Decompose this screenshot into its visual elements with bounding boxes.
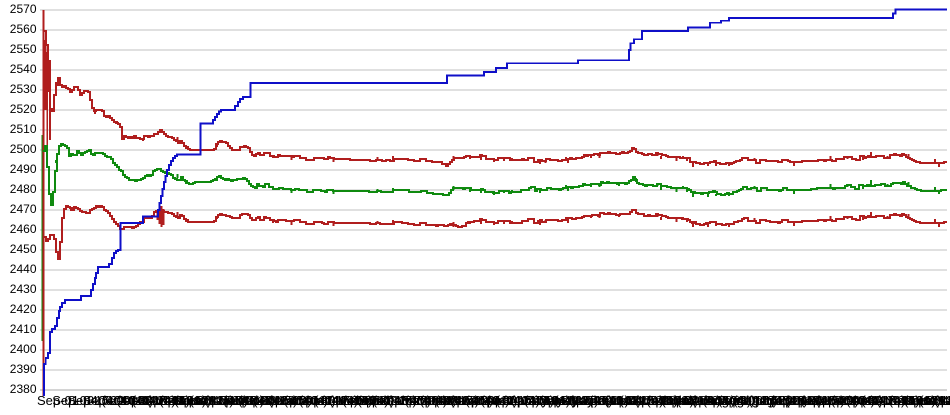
svg-text:2500: 2500 <box>10 142 37 156</box>
svg-text:Mar-15-04 (11:15pm): Mar-15-04 (11:15pm) <box>432 393 554 408</box>
svg-text:Nov-01-04 (9:00pm): Nov-01-04 (9:00pm) <box>159 393 275 408</box>
svg-text:2470: 2470 <box>10 202 37 216</box>
svg-text:Sep-01-04 (9:00pm): Sep-01-04 (9:00pm) <box>767 393 883 408</box>
svg-text:Jun-22-04 (12:45pm): Jun-22-04 (12:45pm) <box>630 393 751 408</box>
svg-text:2460: 2460 <box>10 222 37 236</box>
svg-text:Jan-08-04 (10:30pm): Jan-08-04 (10:30pm) <box>295 393 416 408</box>
svg-text:Nov-01-04 (9:00pm): Nov-01-04 (9:00pm) <box>888 393 950 408</box>
svg-text:Nov-22-04 (12:45pm): Nov-22-04 (12:45pm) <box>934 393 950 408</box>
svg-text:2410: 2410 <box>10 322 37 336</box>
svg-text:Jan-15-04 (11:15pm): Jan-15-04 (11:15pm) <box>311 393 431 408</box>
svg-text:2440: 2440 <box>10 262 37 276</box>
svg-text:Sep-22-04 (12:45pm): Sep-22-04 (12:45pm) <box>83 393 207 408</box>
svg-text:Jun-15-04 (11:15pm): Jun-15-04 (11:15pm) <box>615 393 735 408</box>
svg-text:2430: 2430 <box>10 282 37 296</box>
svg-text:Oct-08-04 (10:30pm): Oct-08-04 (10:30pm) <box>113 393 234 408</box>
svg-text:Mar-08-04 (10:30pm): Mar-08-04 (10:30pm) <box>417 393 540 408</box>
svg-text:2400: 2400 <box>10 342 37 356</box>
svg-text:Oct-22-04 (12:45pm): Oct-22-04 (12:45pm) <box>143 393 264 408</box>
svg-text:Jun-01-04 (9:00pm): Jun-01-04 (9:00pm) <box>584 393 698 408</box>
svg-text:2480: 2480 <box>10 182 37 196</box>
svg-text:Jan-22-04 (12:45pm): Jan-22-04 (12:45pm) <box>326 393 447 408</box>
svg-text:2490: 2490 <box>10 162 37 176</box>
svg-text:2530: 2530 <box>10 82 37 96</box>
svg-text:Feb-22-04 (12:45pm): Feb-22-04 (12:45pm) <box>387 393 510 408</box>
svg-text:2570: 2570 <box>10 2 37 16</box>
svg-text:Dec-22-04 (12:45pm): Dec-22-04 (12:45pm) <box>265 393 389 408</box>
svg-text:Jun-08-04 (10:30pm): Jun-08-04 (10:30pm) <box>599 393 720 408</box>
svg-text:Apr-01-04 (9:00pm): Apr-01-04 (9:00pm) <box>463 393 576 408</box>
svg-text:Jul-01-04 (9:00pm): Jul-01-04 (9:00pm) <box>645 393 755 408</box>
svg-text:Nov-15-04 (11:15pm): Nov-15-04 (11:15pm) <box>189 393 312 408</box>
svg-text:Apr-08-04 (10:30pm): Apr-08-04 (10:30pm) <box>478 393 599 408</box>
svg-text:Sep-22-04 (12:45pm): Sep-22-04 (12:45pm) <box>812 393 936 408</box>
svg-text:Dec-01-04 (9:00pm): Dec-01-04 (9:00pm) <box>219 393 335 408</box>
svg-text:May-08-04 (10:30pm): May-08-04 (10:30pm) <box>539 393 664 408</box>
svg-text:2420: 2420 <box>10 302 37 316</box>
svg-text:Oct-15-04 (11:15pm): Oct-15-04 (11:15pm) <box>858 393 950 408</box>
svg-text:Feb-15-04 (11:15pm): Feb-15-04 (11:15pm) <box>371 393 493 408</box>
svg-text:Jan-01-04 (9:00pm): Jan-01-04 (9:00pm) <box>280 393 394 408</box>
svg-text:2510: 2510 <box>10 122 37 136</box>
svg-text:Sep-15-04 (11:15pm): Sep-15-04 (11:15pm) <box>797 393 920 408</box>
svg-text:May-15-04 (11:15pm): May-15-04 (11:15pm) <box>554 393 678 408</box>
svg-text:Jul-22-04 (12:45pm): Jul-22-04 (12:45pm) <box>691 393 808 408</box>
svg-text:Oct-22-04 (12:45pm): Oct-22-04 (12:45pm) <box>873 393 950 408</box>
svg-text:Oct-15-04 (11:15pm): Oct-15-04 (11:15pm) <box>128 393 248 408</box>
svg-text:Nov-08-04 (10:30pm): Nov-08-04 (10:30pm) <box>174 393 298 408</box>
svg-text:Oct-01-04 (9:00pm): Oct-01-04 (9:00pm) <box>827 393 940 408</box>
svg-text:2380: 2380 <box>10 382 37 396</box>
svg-text:Mar-22-04 (12:45pm): Mar-22-04 (12:45pm) <box>447 393 570 408</box>
svg-text:Apr-22-04 (12:45pm): Apr-22-04 (12:45pm) <box>508 393 629 408</box>
svg-text:2550: 2550 <box>10 42 37 56</box>
svg-text:2450: 2450 <box>10 242 37 256</box>
svg-text:Feb-01-04 (9:00pm): Feb-01-04 (9:00pm) <box>341 393 457 408</box>
svg-text:2540: 2540 <box>10 62 37 76</box>
svg-text:Nov-22-04 (12:45pm): Nov-22-04 (12:45pm) <box>204 393 328 408</box>
svg-text:Sep-15-04 (11:15pm): Sep-15-04 (11:15pm) <box>67 393 190 408</box>
svg-text:Mar-01-04 (9:00pm): Mar-01-04 (9:00pm) <box>402 393 518 408</box>
svg-text:May-22-04 (12:45pm): May-22-04 (12:45pm) <box>569 393 694 408</box>
svg-text:Jul-15-04 (11:15pm): Jul-15-04 (11:15pm) <box>675 393 791 408</box>
svg-text:Aug-08-04 (10:30pm): Aug-08-04 (10:30pm) <box>721 393 845 408</box>
svg-text:Nov-08-04 (10:30pm): Nov-08-04 (10:30pm) <box>903 393 950 408</box>
svg-text:Feb-08-04 (10:30pm): Feb-08-04 (10:30pm) <box>356 393 479 408</box>
svg-text:Oct-01-04 (9:00pm): Oct-01-04 (9:00pm) <box>98 393 211 408</box>
svg-text:Sep-08-04 (10:30pm): Sep-08-04 (10:30pm) <box>52 393 176 408</box>
svg-text:Sep-01-04 (9:00pm): Sep-01-04 (9:00pm) <box>37 393 153 408</box>
svg-text:Jul-08-04 (10:30pm): Jul-08-04 (10:30pm) <box>660 393 777 408</box>
svg-text:Oct-08-04 (10:30pm): Oct-08-04 (10:30pm) <box>843 393 950 408</box>
svg-text:Aug-15-04 (11:15pm): Aug-15-04 (11:15pm) <box>736 393 859 408</box>
svg-text:Dec-15-04 (11:15pm): Dec-15-04 (11:15pm) <box>250 393 373 408</box>
svg-text:Sep-08-04 (10:30pm): Sep-08-04 (10:30pm) <box>782 393 906 408</box>
svg-text:2390: 2390 <box>10 362 37 376</box>
svg-text:2560: 2560 <box>10 22 37 36</box>
svg-text:Dec-08-04 (10:30pm): Dec-08-04 (10:30pm) <box>235 393 359 408</box>
svg-text:Apr-15-04 (11:15pm): Apr-15-04 (11:15pm) <box>493 393 613 408</box>
svg-text:Nov-15-04 (11:15pm): Nov-15-04 (11:15pm) <box>919 393 950 408</box>
svg-text:Aug-01-04 (9:00pm): Aug-01-04 (9:00pm) <box>706 393 822 408</box>
svg-text:Aug-22-04 (12:45pm): Aug-22-04 (12:45pm) <box>751 393 875 408</box>
svg-text:2520: 2520 <box>10 102 37 116</box>
svg-text:May-01-04 (9:00pm): May-01-04 (9:00pm) <box>523 393 641 408</box>
